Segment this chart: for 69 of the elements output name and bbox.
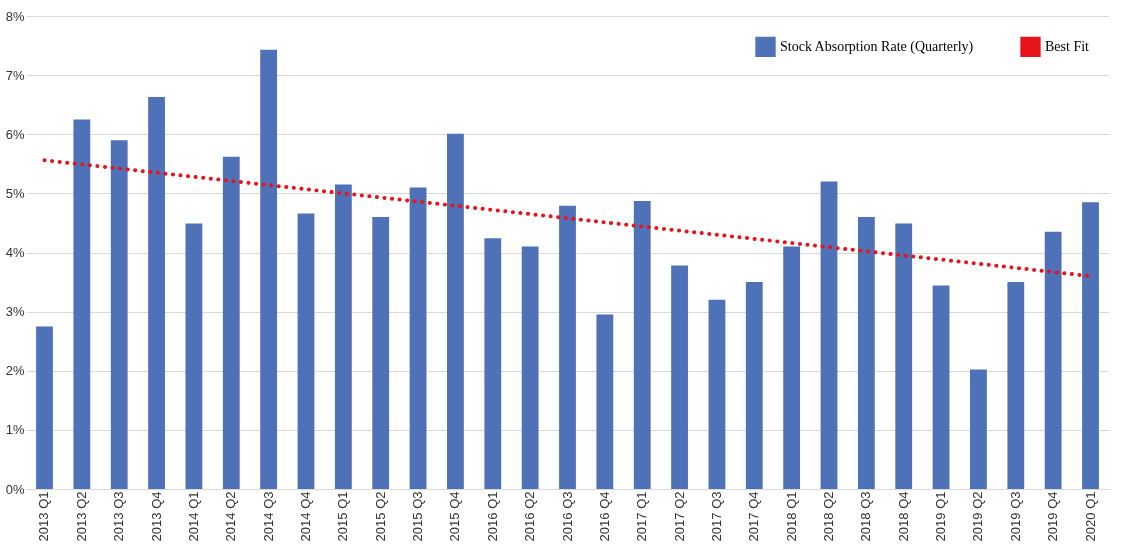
bar: [297, 213, 315, 489]
bar: [185, 223, 203, 489]
bar: [73, 119, 91, 489]
bar: [1044, 231, 1062, 489]
bar: [372, 217, 390, 489]
x-tick-label: 2019 Q2: [970, 491, 986, 542]
bar: [222, 156, 240, 489]
x-tick-label: 2013 Q2: [73, 491, 89, 542]
bar: [633, 201, 651, 489]
x-tick-label: 2018 Q3: [858, 491, 874, 542]
y-tick-label: 0%: [5, 481, 25, 497]
bar: [783, 246, 801, 489]
bar: [260, 49, 278, 489]
x-tick-label: 2013 Q3: [111, 491, 127, 542]
x-tick-label: 2017 Q2: [671, 491, 687, 542]
y-tick-label: 2%: [5, 363, 25, 379]
bar: [671, 265, 688, 489]
x-tick-label: 2017 Q1: [634, 491, 650, 542]
x-tick-label: 2018 Q1: [783, 491, 799, 542]
x-tick-label: 2017 Q3: [708, 491, 724, 542]
x-tick-label: 2019 Q1: [933, 491, 949, 542]
x-tick-label: 2015 Q4: [447, 491, 463, 542]
y-tick-label: 7%: [5, 67, 25, 83]
bar: [559, 205, 576, 489]
x-tick-label: 2014 Q4: [298, 491, 313, 542]
x-tick-label: 2014 Q1: [185, 491, 201, 542]
bar: [857, 217, 875, 489]
bar: [521, 246, 539, 489]
bar: [110, 140, 128, 489]
x-tick-label: 2013 Q1: [36, 491, 52, 542]
bar: [745, 282, 763, 489]
bar: [932, 285, 950, 489]
bar: [820, 181, 838, 489]
legend-label: Best Fit: [1045, 38, 1090, 54]
bar: [895, 223, 913, 489]
x-tick-label: 2016 Q2: [522, 491, 538, 542]
legend-label: Stock Absorption Rate (Quarterly): [780, 38, 974, 55]
bar: [596, 314, 614, 489]
y-tick-label: 5%: [5, 185, 25, 201]
x-tick-label: 2020 Q1: [1082, 491, 1098, 542]
bar: [334, 184, 352, 489]
y-tick-label: 8%: [5, 8, 25, 24]
y-tick-label: 1%: [5, 422, 25, 438]
bar: [36, 326, 53, 489]
x-tick-label: 2016 Q3: [559, 491, 575, 542]
y-tick-label: 6%: [5, 126, 25, 142]
x-tick-label: 2018 Q2: [821, 491, 836, 542]
bar: [1007, 282, 1025, 489]
bar: [970, 369, 987, 489]
bar: [1082, 202, 1099, 489]
x-tick-label: 2019 Q4: [1045, 491, 1061, 542]
bar: [447, 133, 464, 489]
y-tick-label: 4%: [5, 245, 25, 260]
x-tick-label: 2013 Q4: [148, 491, 164, 542]
bar: [484, 238, 502, 489]
x-tick-label: 2015 Q3: [410, 491, 426, 542]
bar: [409, 187, 427, 489]
x-tick-label: 2017 Q4: [746, 491, 762, 542]
x-tick-label: 2016 Q4: [596, 491, 612, 542]
x-tick-label: 2019 Q3: [1007, 491, 1023, 542]
x-tick-label: 2016 Q1: [484, 491, 500, 542]
x-tick-label: 2014 Q3: [260, 491, 276, 542]
bar: [708, 299, 726, 489]
x-tick-label: 2015 Q1: [335, 491, 351, 542]
y-tick-label: 3%: [5, 304, 25, 320]
x-tick-label: 2015 Q2: [372, 491, 388, 542]
x-tick-label: 2014 Q2: [223, 491, 239, 542]
bar: [148, 97, 165, 489]
x-tick-label: 2018 Q4: [895, 491, 911, 542]
